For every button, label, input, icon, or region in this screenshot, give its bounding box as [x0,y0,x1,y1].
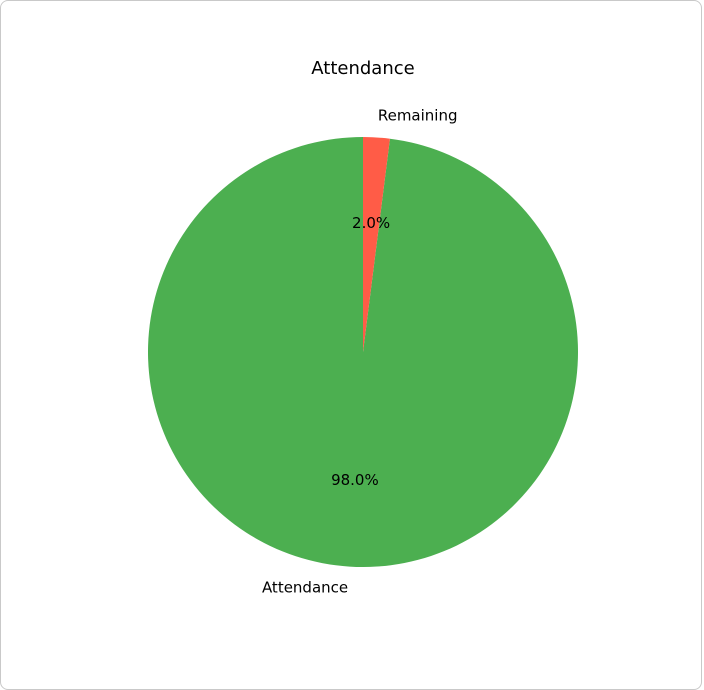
pie-label-remaining: Remaining [378,106,458,124]
pie-labels: Attendance 98.0% Remaining 2.0% [262,106,458,596]
pie-slice-attendance [147,137,578,567]
pie-percent-attendance: 98.0% [331,471,379,489]
pie-percent-remaining: 2.0% [352,214,390,232]
pie-slices [147,137,578,567]
pie-slice-remaining [363,137,390,352]
chart-title: Attendance [311,58,414,79]
pie-label-attendance: Attendance [262,579,348,597]
